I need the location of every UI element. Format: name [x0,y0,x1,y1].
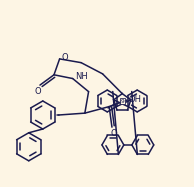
Text: OH: OH [128,95,141,104]
Text: NH: NH [75,72,88,81]
Text: O: O [34,87,41,96]
Text: O: O [111,129,117,138]
Text: 9: 9 [120,99,124,104]
Text: O: O [61,53,68,62]
